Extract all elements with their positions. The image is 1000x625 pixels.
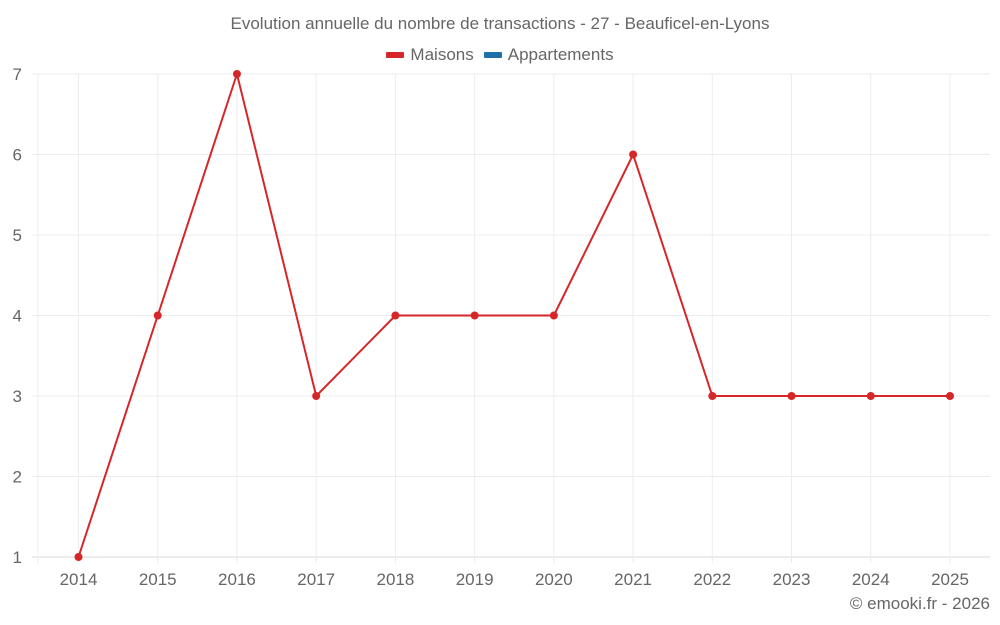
x-tick-label: 2024 (852, 570, 890, 589)
y-tick-label: 5 (13, 226, 22, 245)
series-line-maisons (77, 70, 950, 558)
y-tick-label: 7 (13, 65, 22, 84)
x-tick-label: 2017 (297, 570, 335, 589)
data-point[interactable] (946, 392, 954, 400)
x-tick-label: 2019 (456, 570, 494, 589)
y-tick-label: 3 (13, 387, 22, 406)
data-point[interactable] (391, 311, 400, 320)
data-point[interactable] (74, 553, 83, 561)
data-point[interactable] (549, 311, 558, 320)
legend-label-maisons: Maisons (410, 45, 474, 64)
x-tick-label: 2018 (376, 570, 414, 589)
data-point[interactable] (708, 392, 717, 400)
data-point[interactable] (866, 392, 875, 400)
y-tick-label: 4 (13, 307, 22, 326)
legend-swatch-maisons (386, 52, 405, 58)
chart-title: Evolution annuelle du nombre de transact… (230, 14, 770, 33)
y-tick-label: 6 (13, 146, 22, 165)
data-point[interactable] (232, 70, 241, 78)
x-tick-label: 2016 (218, 570, 256, 589)
data-point[interactable] (787, 392, 796, 400)
data-point[interactable] (312, 392, 321, 400)
x-tick-label: 2021 (614, 570, 652, 589)
y-tick-label: 2 (13, 468, 22, 487)
x-tick-label: 2020 (535, 570, 573, 589)
x-tick-label: 2014 (60, 570, 98, 589)
x-tick-label: 2015 (139, 570, 177, 589)
legend-item-maisons[interactable]: Maisons (386, 45, 474, 65)
x-tick-label: 2025 (931, 570, 969, 589)
x-tick-label: 2022 (693, 570, 731, 589)
data-point[interactable] (470, 311, 479, 320)
legend: Maisons Appartements (0, 45, 1000, 65)
x-tick-label: 2023 (773, 570, 811, 589)
legend-label-appartements: Appartements (507, 45, 614, 64)
credit-text: © emooki.fr - 2026 (849, 594, 990, 613)
data-point[interactable] (153, 311, 162, 320)
legend-item-appartements[interactable]: Appartements (483, 45, 614, 65)
legend-swatch-appartements (483, 52, 502, 58)
y-tick-label: 1 (13, 548, 22, 567)
data-point[interactable] (629, 150, 638, 159)
